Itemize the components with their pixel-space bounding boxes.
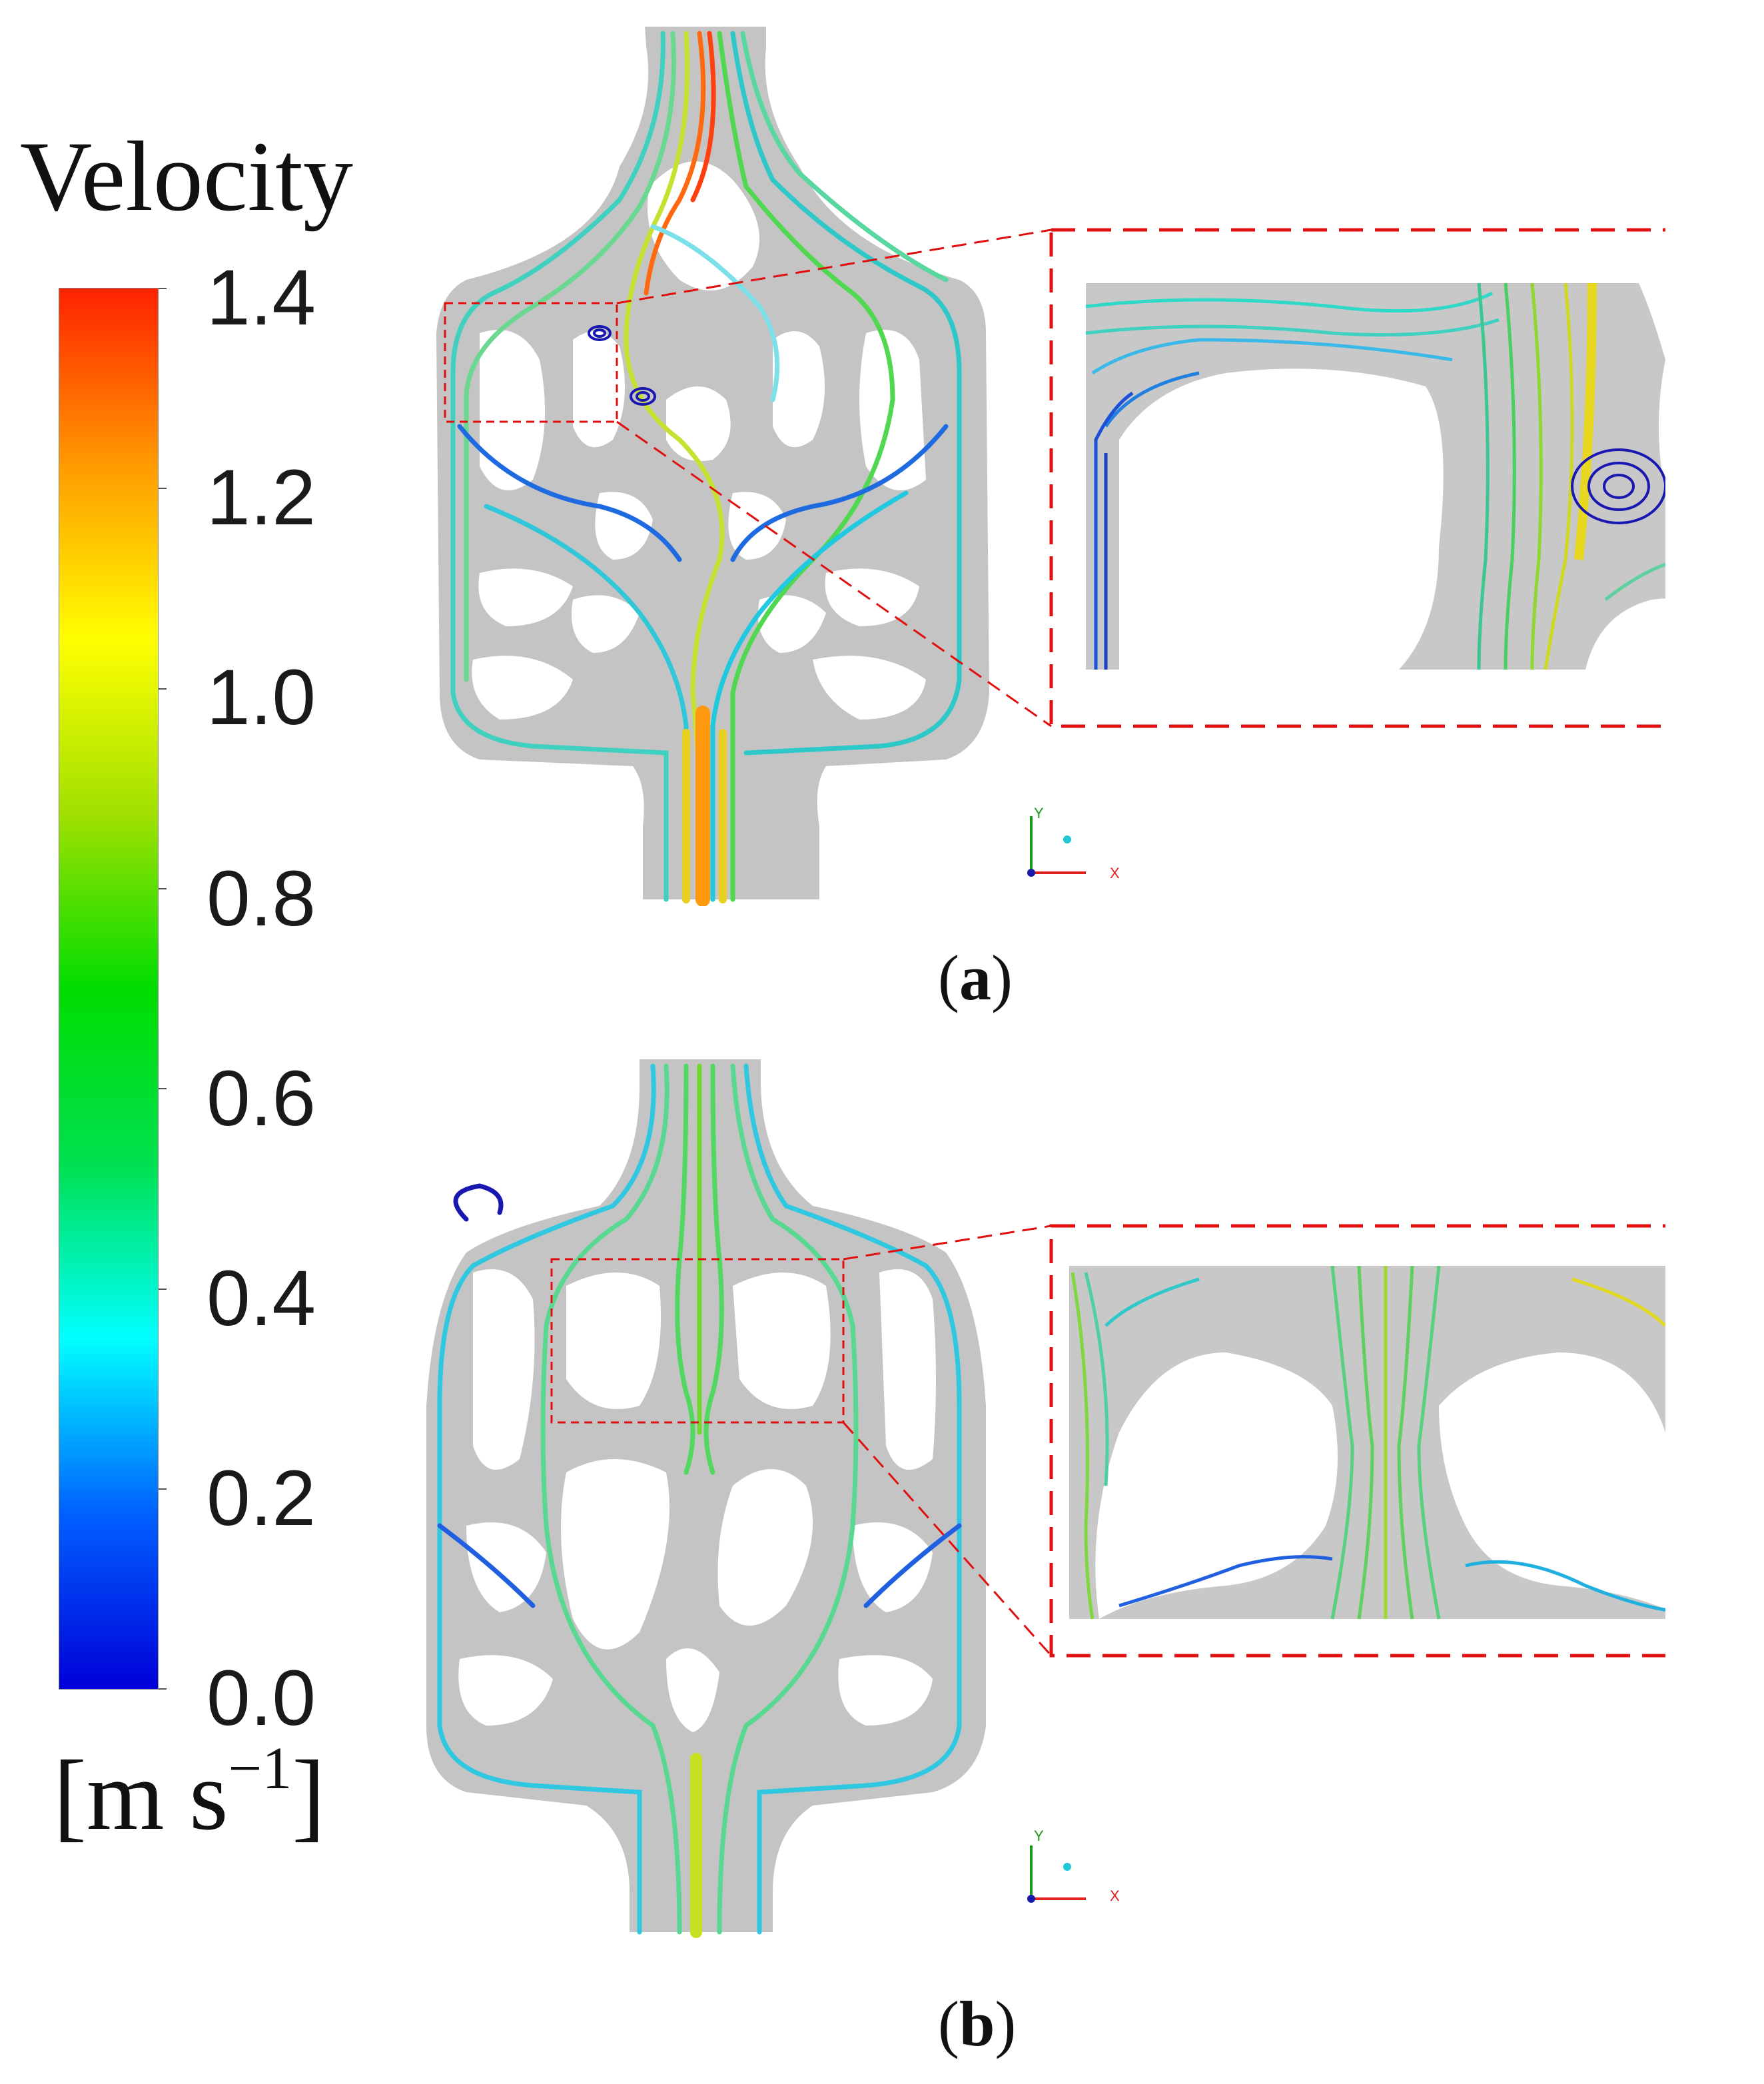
tick-label-0-4: 0.4 [207, 1255, 316, 1342]
tick-label-0-0: 0.0 [207, 1654, 316, 1742]
panel-b-connector-bottom [842, 1422, 1053, 1656]
panel-b-label: (b) [938, 1988, 1017, 2059]
tick-label-1-0: 1.0 [207, 654, 316, 742]
panel-a [436, 27, 1665, 906]
panel-a-y-label: Y [1034, 805, 1044, 821]
tick-label-0-6: 0.6 [207, 1055, 316, 1143]
panel-b-x-label: X [1110, 1887, 1120, 1904]
panel-a-inset [1085, 282, 1665, 670]
panel-b-inset-frame [1049, 1224, 1665, 1658]
panel-a-connector-top [616, 229, 1052, 304]
panel-b-connector-top [843, 1225, 1052, 1261]
panel-a-axis-triad [1027, 816, 1086, 877]
panel-a-zoom-region [444, 302, 618, 423]
panel-b-axis-triad [1027, 1845, 1086, 1903]
colorbar-ticks [159, 288, 167, 1690]
panel-a-holes [472, 161, 926, 720]
panel-b-domain [426, 1059, 986, 1932]
tick-label-0-2: 0.2 [207, 1454, 316, 1542]
panel-b-streamlines [437, 1063, 962, 1938]
panel-a-x-label: X [1110, 865, 1120, 881]
legend-units: [m s−1] [53, 1736, 326, 1851]
panel-b-zoom-region [550, 1258, 845, 1424]
panel-a-connector-bottom [616, 420, 1052, 728]
panel-b [426, 1059, 1665, 1938]
legend-title: Velocity [20, 121, 353, 232]
tick-label-1-2: 1.2 [207, 454, 316, 542]
panel-b-holes [458, 1269, 936, 1732]
velocity-colorbar [59, 288, 159, 1690]
panel-b-inset [1069, 1265, 1665, 1620]
panel-a-label: (a) [938, 942, 1013, 1013]
panel-a-streamlines [450, 31, 962, 906]
tick-label-0-8: 0.8 [207, 855, 316, 943]
panel-a-vortex [588, 325, 656, 406]
tick-label-1-4: 1.4 [207, 254, 316, 342]
panel-a-inset-frame [1049, 228, 1665, 728]
panel-b-y-label: Y [1034, 1827, 1044, 1844]
